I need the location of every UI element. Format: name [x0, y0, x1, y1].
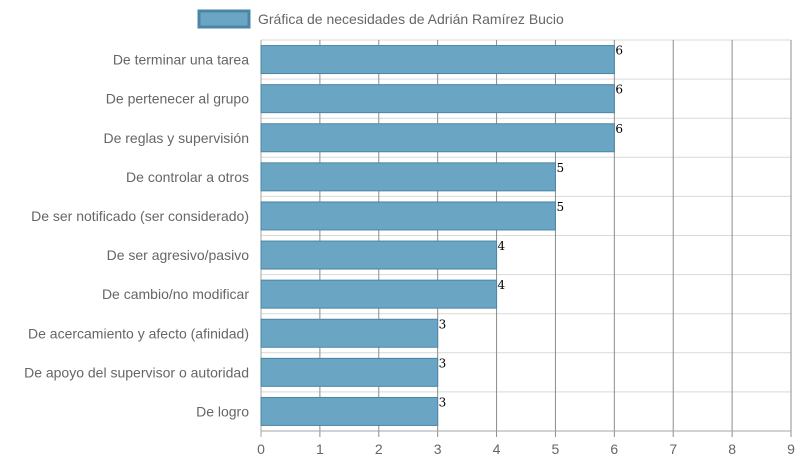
- data-label: 3: [439, 356, 447, 370]
- bar[interactable]: [260, 123, 615, 153]
- data-label: 3: [439, 317, 447, 331]
- bar[interactable]: [260, 240, 498, 270]
- bar[interactable]: [260, 396, 439, 426]
- category-label: De ser agresivo/pasivo: [107, 247, 250, 263]
- category-label: De cambio/no modificar: [102, 286, 249, 302]
- bar[interactable]: [260, 162, 556, 192]
- x-tick-label: 6: [610, 441, 618, 457]
- x-tick-label: 7: [669, 441, 677, 457]
- data-labels: 6 6 6 5 5 4 4 3 3 3: [439, 44, 623, 410]
- x-tick-label: 9: [787, 441, 795, 457]
- data-label: 3: [439, 395, 447, 409]
- category-label: De ser notificado (ser considerado): [31, 208, 249, 224]
- x-tick-label: 2: [375, 441, 383, 457]
- legend-swatch[interactable]: [197, 9, 251, 29]
- x-axis-ticks: 0 1 2 3 4 5 6 7 8 9: [257, 441, 795, 457]
- x-tick-label: 0: [257, 441, 265, 457]
- legend-label[interactable]: Gráfica de necesidades de Adrián Ramírez…: [258, 11, 564, 27]
- x-tick-label: 5: [552, 441, 560, 457]
- data-label: 6: [615, 122, 623, 136]
- bars: [260, 45, 615, 426]
- data-label: 6: [615, 83, 623, 97]
- category-label: De controlar a otros: [126, 169, 249, 185]
- data-label: 5: [556, 200, 564, 214]
- category-labels: De terminar una tarea De pertenecer al gr…: [24, 52, 249, 420]
- bar[interactable]: [260, 318, 439, 348]
- x-tick-label: 8: [728, 441, 736, 457]
- data-label: 6: [615, 44, 623, 58]
- x-tick-label: 1: [316, 441, 324, 457]
- data-label: 4: [498, 278, 506, 292]
- category-label: De pertenecer al grupo: [106, 91, 249, 107]
- bar[interactable]: [260, 45, 615, 75]
- bar[interactable]: [260, 357, 439, 387]
- x-tick-label: 3: [434, 441, 442, 457]
- bar[interactable]: [260, 279, 498, 309]
- category-label: De apoyo del supervisor o autoridad: [24, 364, 249, 380]
- x-tick-label: 4: [493, 441, 501, 457]
- data-label: 5: [556, 161, 564, 175]
- category-label: De reglas y supervisión: [103, 130, 249, 146]
- category-label: De acercamiento y afecto (afinidad): [28, 325, 249, 341]
- category-label: De logro: [196, 403, 249, 419]
- bar[interactable]: [260, 84, 615, 114]
- bar[interactable]: [260, 201, 556, 231]
- legend[interactable]: Gráfica de necesidades de Adrián Ramírez…: [197, 9, 564, 29]
- data-label: 4: [498, 239, 506, 253]
- category-label: De terminar una tarea: [113, 52, 249, 68]
